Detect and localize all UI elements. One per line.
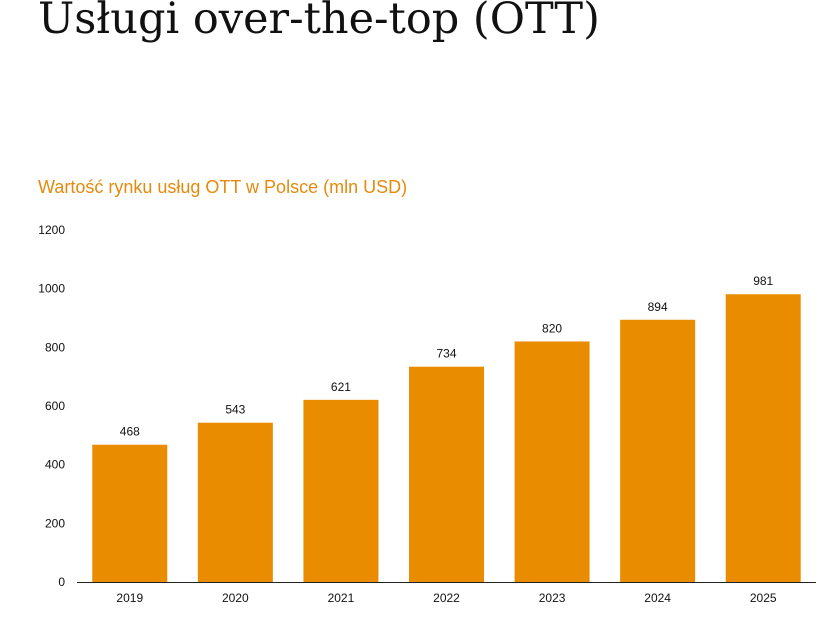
- data-label-2022: 734: [436, 347, 456, 361]
- bar-2024: [620, 319, 696, 582]
- y-tick-label: 600: [45, 399, 65, 413]
- bar-2019: [92, 444, 168, 582]
- x-tick-label: 2021: [328, 591, 355, 605]
- y-tick-label: 0: [58, 575, 65, 589]
- bar-2021: [303, 399, 379, 582]
- y-tick-label: 200: [45, 516, 65, 530]
- x-tick-label: 2019: [116, 591, 143, 605]
- bar-series: 468 543 621 734 820 894 981: [92, 274, 801, 582]
- bar-2023: [514, 341, 590, 582]
- y-tick-label: 800: [45, 340, 65, 354]
- y-tick-label: 1000: [38, 282, 65, 296]
- data-label-2019: 468: [120, 425, 140, 439]
- x-tick-label: 2022: [433, 591, 460, 605]
- bar-2022: [409, 366, 484, 582]
- data-label-2024: 894: [648, 300, 668, 314]
- bar-2025: [725, 294, 801, 582]
- y-tick-label: 1200: [38, 223, 65, 237]
- x-tick-label: 2025: [750, 591, 777, 605]
- data-label-2021: 621: [331, 380, 351, 394]
- data-label-2025: 981: [753, 274, 773, 288]
- x-tick-label: 2020: [222, 591, 249, 605]
- chart-title: Wartość rynku usług OTT w Polsce (mln US…: [38, 177, 408, 197]
- page-title: Usługi over-the-top (OTT): [38, 0, 600, 44]
- y-axis: 0 200 400 600 800 1000 1200: [38, 223, 65, 589]
- data-label-2023: 820: [542, 321, 562, 335]
- x-tick-label: 2023: [539, 591, 566, 605]
- x-axis: 2019 2020 2021 2022 2023 2024 2025: [77, 582, 816, 605]
- data-label-2020: 543: [225, 403, 245, 417]
- x-tick-label: 2024: [644, 591, 671, 605]
- y-tick-label: 400: [45, 458, 65, 472]
- bar-2020: [197, 422, 273, 582]
